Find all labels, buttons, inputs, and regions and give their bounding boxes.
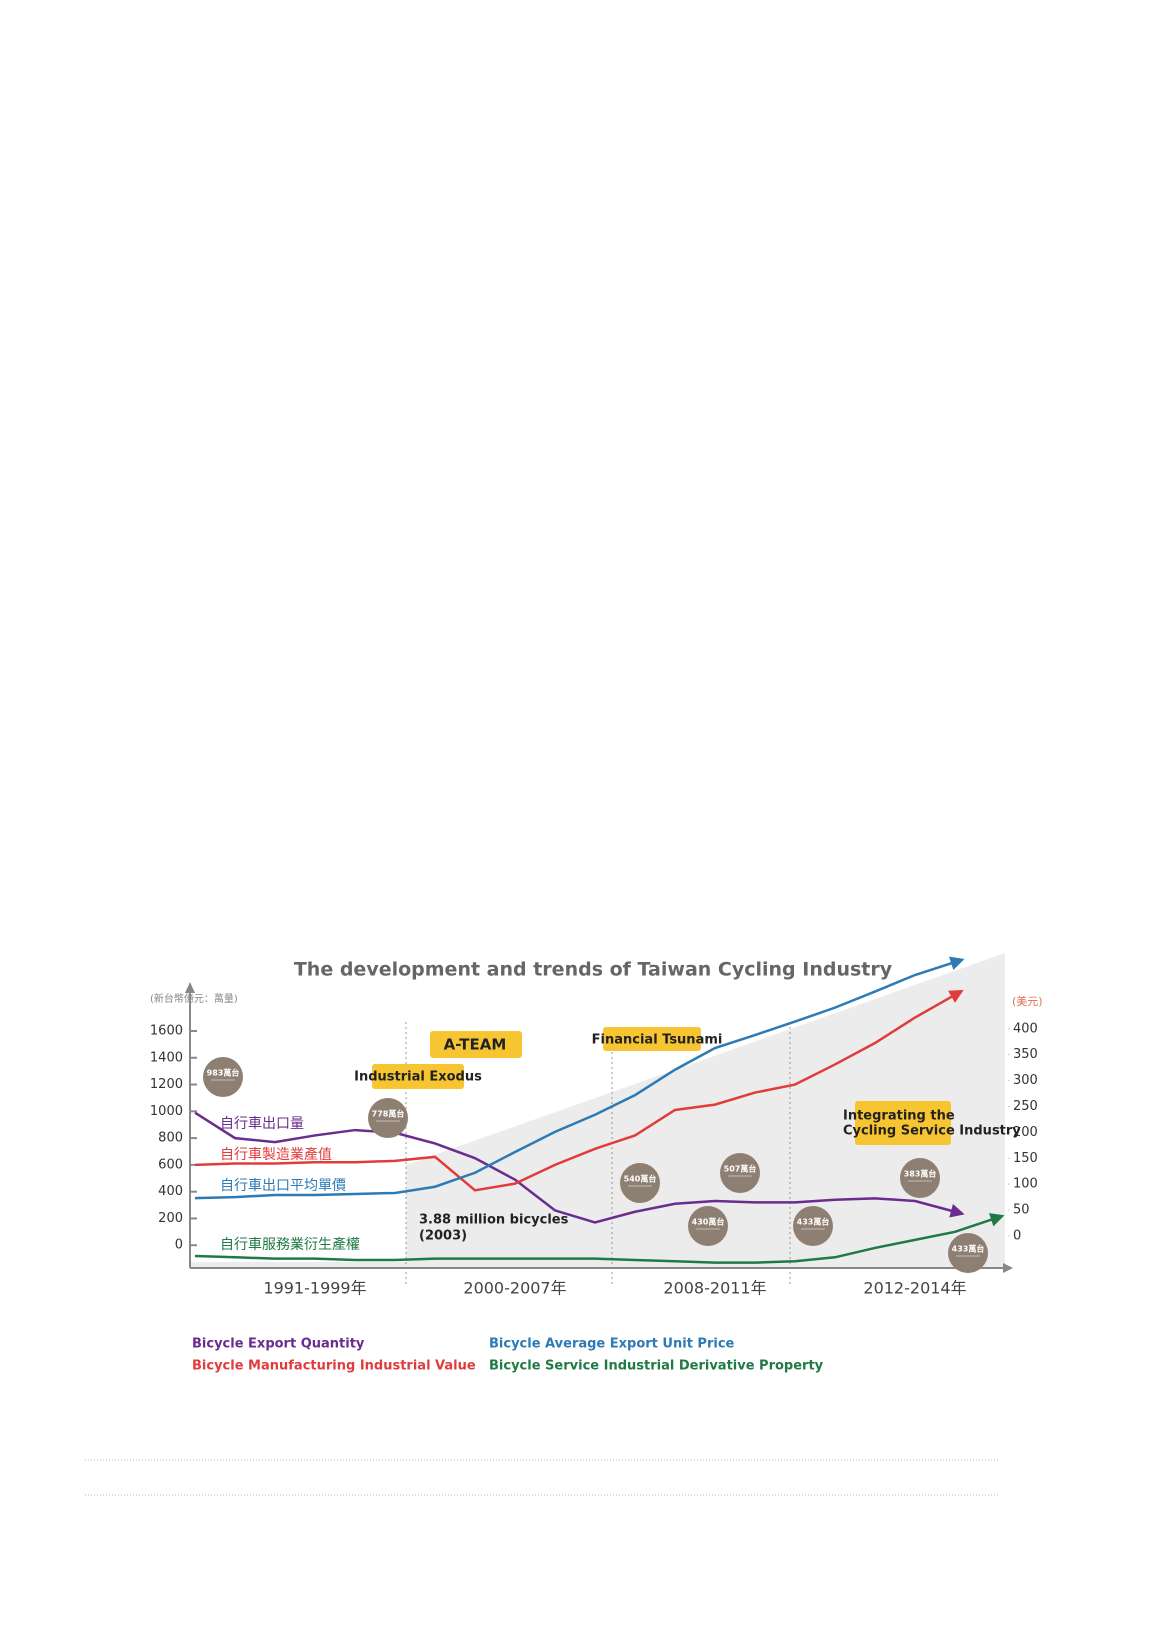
x-tick-label: 1991-1999年 bbox=[263, 1279, 366, 1298]
y2-tick-label: 300 bbox=[1013, 1073, 1038, 1088]
bubble-label: 983萬台 bbox=[207, 1068, 240, 1078]
series-label: 自行車服務業衍生產權 bbox=[220, 1236, 360, 1253]
series-line bbox=[194, 993, 956, 1192]
bubble-label: 540萬台 bbox=[624, 1174, 657, 1184]
series-arrow bbox=[948, 989, 964, 1003]
x-tick-label: 2012-2014年 bbox=[863, 1279, 966, 1298]
y2-tick-label: 250 bbox=[1013, 1099, 1038, 1114]
legend-entry: Bicycle Average Export Unit Price bbox=[489, 1337, 735, 1352]
legend-entry: Bicycle Export Quantity bbox=[192, 1337, 365, 1352]
y2-tick-label: 150 bbox=[1013, 1151, 1038, 1166]
annotation-box bbox=[603, 1027, 701, 1051]
bubble bbox=[203, 1057, 243, 1097]
y2-axis-unit: (美元) bbox=[1012, 995, 1043, 1008]
y-tick-label: 1200 bbox=[150, 1077, 183, 1092]
annotation: 3.88 million bicycles bbox=[419, 1213, 569, 1228]
annotation-box bbox=[372, 1064, 464, 1089]
y2-tick-label: 400 bbox=[1013, 1021, 1038, 1036]
chart-title: The development and trends of Taiwan Cyc… bbox=[294, 959, 893, 981]
annotation: Industrial Exodus bbox=[354, 1070, 482, 1085]
series-label: 自行車出口量 bbox=[220, 1115, 304, 1132]
bubble-label: 383萬台 bbox=[904, 1169, 937, 1179]
bubble-label: 433萬台 bbox=[952, 1244, 985, 1254]
bubble bbox=[688, 1206, 728, 1246]
series-line bbox=[194, 1111, 956, 1224]
bubble bbox=[793, 1206, 833, 1246]
y-tick-label: 1000 bbox=[150, 1104, 183, 1119]
series-label: 自行車製造業產值 bbox=[220, 1146, 332, 1163]
annotation-box bbox=[430, 1031, 522, 1058]
legend-entry: Bicycle Service Industrial Derivative Pr… bbox=[489, 1359, 824, 1374]
annotation-box bbox=[855, 1101, 951, 1145]
y-axis-unit: (新台幣億元：萬量) bbox=[150, 992, 238, 1005]
bubble bbox=[620, 1163, 660, 1203]
y2-tick-label: 100 bbox=[1013, 1177, 1038, 1192]
y-tick-label: 200 bbox=[158, 1211, 183, 1226]
annotation: Integrating the bbox=[843, 1109, 955, 1124]
series-line bbox=[194, 1217, 996, 1264]
bubble-label: 778萬台 bbox=[372, 1109, 405, 1119]
x-tick-label: 2008-2011年 bbox=[663, 1279, 766, 1298]
annotation: (2003) bbox=[419, 1229, 467, 1244]
y-tick-label: 800 bbox=[158, 1131, 183, 1146]
bubble-label: 433萬台 bbox=[797, 1217, 830, 1227]
y-tick-label: 600 bbox=[158, 1157, 183, 1172]
y-tick-label: 1400 bbox=[150, 1050, 183, 1065]
annotation: A-TEAM bbox=[444, 1036, 507, 1054]
series-line bbox=[194, 960, 956, 1200]
legend-entry: Bicycle Manufacturing Industrial Value bbox=[192, 1359, 476, 1374]
annotation: Financial Tsunami bbox=[592, 1033, 723, 1048]
bubble bbox=[948, 1233, 988, 1273]
y-tick-label: 400 bbox=[158, 1184, 183, 1199]
bubble bbox=[368, 1098, 408, 1138]
bubble bbox=[720, 1153, 760, 1193]
y2-tick-label: 350 bbox=[1013, 1047, 1038, 1062]
trend-background bbox=[190, 953, 1005, 1268]
series-arrow bbox=[988, 1213, 1005, 1227]
y-tick-label: 1600 bbox=[150, 1023, 183, 1038]
x-tick-label: 2000-2007年 bbox=[463, 1279, 566, 1298]
y-axis-arrow bbox=[185, 982, 195, 993]
y2-tick-label: 200 bbox=[1013, 1125, 1038, 1140]
series-arrow bbox=[949, 1203, 965, 1218]
series-label: 自行車出口平均單價 bbox=[220, 1177, 346, 1194]
bubble bbox=[900, 1158, 940, 1198]
series-arrow bbox=[949, 956, 965, 970]
y-tick-label: 0 bbox=[175, 1238, 183, 1253]
y2-tick-label: 50 bbox=[1013, 1203, 1030, 1218]
y2-tick-label: 0 bbox=[1013, 1228, 1021, 1243]
bubble-label: 430萬台 bbox=[692, 1217, 725, 1227]
x-axis-arrow bbox=[1003, 1263, 1013, 1273]
bubble-label: 507萬台 bbox=[724, 1164, 757, 1174]
annotation: Cycling Service Industry bbox=[843, 1124, 1021, 1139]
